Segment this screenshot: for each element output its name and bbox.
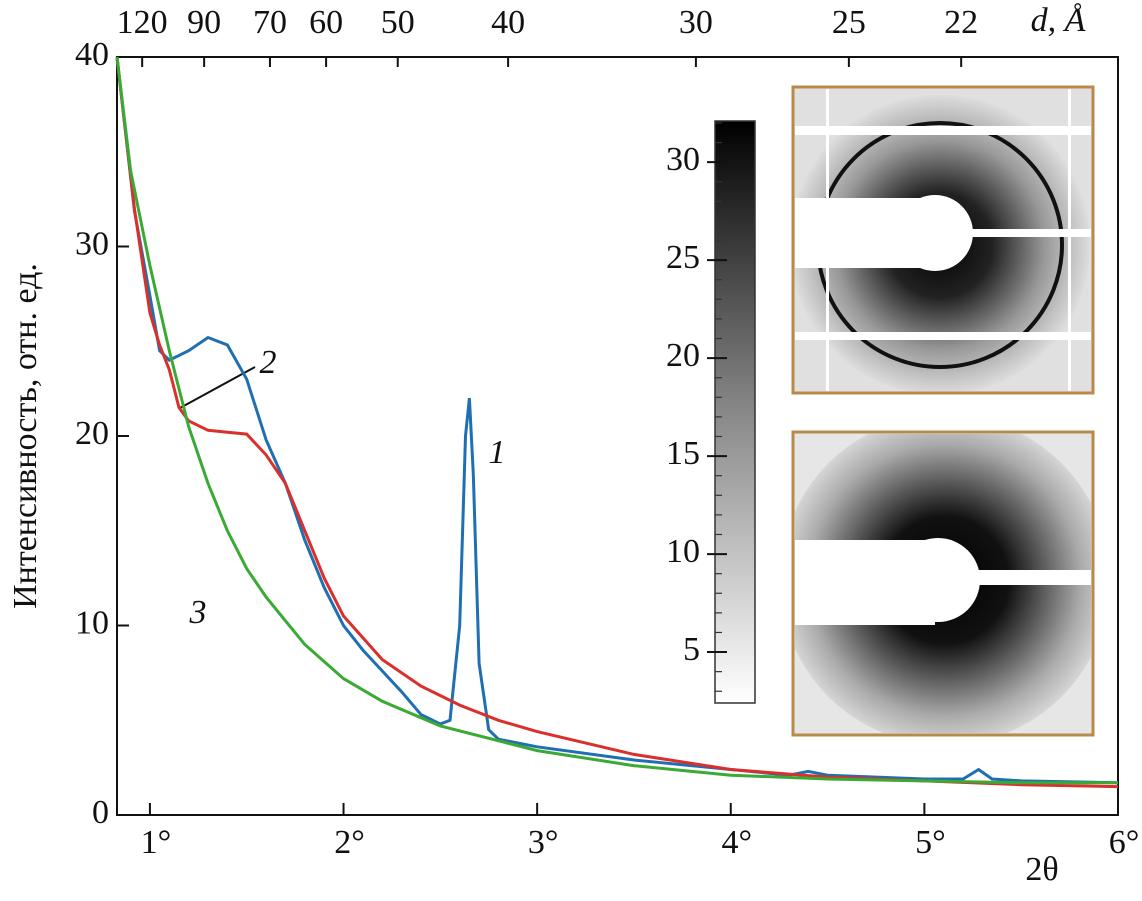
series-label: 1: [489, 434, 506, 471]
y-tick-label: 30: [75, 225, 109, 262]
x2-axis-label: d, Å: [1031, 2, 1086, 39]
x2-tick-label: 25: [832, 4, 866, 41]
x-tick-label: 6°: [1109, 824, 1140, 861]
x2-tick-label: 22: [944, 4, 978, 41]
y-axis-label: Интенсивность, отн. ед.: [7, 263, 44, 609]
x2-tick-label: 90: [187, 4, 221, 41]
colorbar-tick-label: 30: [666, 141, 700, 178]
y-tick-label: 10: [75, 604, 109, 641]
x-tick-label: 5°: [915, 824, 946, 861]
x-axis-label: 2θ: [1025, 851, 1058, 888]
series-line: [115, 56, 1119, 789]
x2-tick-label: 60: [309, 4, 343, 41]
colorbar: [714, 120, 756, 704]
colorbar-tick-label: 5: [683, 631, 700, 668]
series-line: [115, 56, 1119, 785]
inset-image-1: [791, 85, 1095, 395]
colorbar-tick-label: 15: [666, 435, 700, 472]
x-tick-label: 4°: [721, 824, 752, 861]
y-tick-label: 20: [75, 415, 109, 452]
series-label: 2: [260, 344, 277, 381]
x2-tick-label: 30: [679, 4, 713, 41]
x2-tick-label: 120: [117, 4, 168, 41]
y-tick-label: 0: [92, 794, 109, 831]
x-tick-label: 2°: [334, 824, 365, 861]
x2-tick-label: 50: [381, 4, 415, 41]
colorbar-tick-label: 20: [666, 337, 700, 374]
y-tick-label: 40: [75, 36, 109, 73]
colorbar-tick-label: 10: [666, 533, 700, 570]
x-tick-label: 3°: [528, 824, 559, 861]
series-line: [115, 56, 1118, 785]
series-label: 3: [189, 594, 207, 631]
x-tick-label: 1°: [141, 824, 172, 861]
inset-image-2: [791, 430, 1095, 737]
x2-tick-label: 70: [253, 4, 287, 41]
colorbar-tick-label: 25: [666, 239, 700, 276]
x2-tick-label: 40: [491, 4, 525, 41]
